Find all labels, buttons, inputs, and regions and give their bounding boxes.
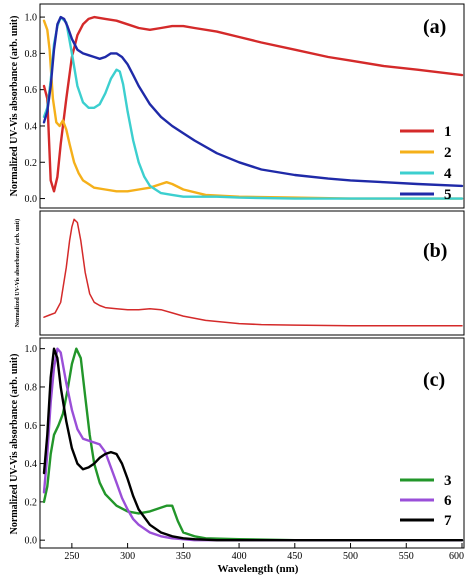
- panel-a: 0.0 0.2 0.4 0.6 0.8 1.0 (a) Normalized UV-Vis…: [9, 3, 465, 209]
- legend-label-7: 7: [444, 513, 452, 529]
- panel-c-y-tick-label: 0.8: [25, 382, 38, 393]
- legend-label-3: 3: [444, 473, 452, 489]
- panel-c-y-tick-label: 0.4: [25, 459, 38, 470]
- panel-c-label: (c): [423, 369, 445, 391]
- panel-a-y-ticks: 0.0 0.2 0.4 0.6 0.8 1.0: [25, 13, 45, 205]
- panel-c-series-line-3: [42, 347, 464, 542]
- panel-a-label: (a): [423, 16, 446, 38]
- legend-label-1: 1: [444, 124, 452, 140]
- panel-a-y-tick-label: 0.0: [25, 194, 38, 205]
- panel-c-y-tick-label: 0.2: [25, 497, 38, 508]
- panel-a-y-tick-label: 0.2: [25, 158, 38, 169]
- panel-c-plot-area: [42, 347, 464, 542]
- panel-b: (b) Normalized UV-Vis absorbance (arb. u…: [14, 210, 465, 336]
- panel-b-label: (b): [423, 240, 447, 262]
- panel-a-series-line-5: [42, 15, 464, 188]
- panel-b-frame: [39, 210, 465, 336]
- panel-c-frame: [39, 337, 465, 549]
- panel-a-frame: [39, 3, 465, 209]
- panel-c-series-line-7: [42, 347, 464, 542]
- panel-c-y-tick-label: 1.0: [25, 344, 38, 355]
- panel-c-x-tick-label: 600: [449, 551, 464, 562]
- legend-label-5: 5: [444, 187, 452, 203]
- panel-c-y-axis-title: Normalized UV-Vis absorbance (arb. unit): [9, 354, 20, 535]
- panel-a-y-tick-label: 0.8: [25, 49, 38, 60]
- panel-c-x-tick-label: 500: [343, 551, 358, 562]
- panel-a-y-tick-label: 0.6: [25, 85, 38, 96]
- legend-label-6: 6: [444, 493, 452, 509]
- panel-c-x-tick-label: 250: [64, 551, 79, 562]
- panel-c-y-tick-label: 0.6: [25, 421, 38, 432]
- panel-c-x-tick-label: 550: [399, 551, 414, 562]
- panel-a-series-line-1: [42, 15, 464, 193]
- panel-c-x-tick-label: 300: [120, 551, 135, 562]
- panel-c-x-axis-title: Wavelength (nm): [218, 563, 299, 575]
- panel-a-y-axis-title: Normalized UV-Vis absorbance (arb. unit): [9, 16, 20, 197]
- legend-label-2: 2: [444, 145, 452, 161]
- panel-b-plot-area: [43, 218, 463, 327]
- panel-a-y-tick-label: 0.4: [25, 121, 38, 132]
- panel-b-series-line: [43, 218, 463, 327]
- panel-c-x-tick-label: 350: [176, 551, 191, 562]
- panel-a-y-tick-label: 1.0: [25, 13, 38, 24]
- panel-c: 0.0 0.2 0.4 0.6 0.8 1.0 250 300 350 400 450 500 550…: [9, 337, 465, 575]
- panel-c-y-tick-label: 0.0: [25, 536, 38, 547]
- panel-c-legend: 3 6 7: [400, 473, 452, 529]
- panel-a-legend: 1 2 4 5: [400, 124, 452, 203]
- panel-b-y-axis-title: Normalized UV-Vis absorbance (arb. unit): [14, 219, 21, 328]
- panel-c-x-ticks: 250 300 350 400 450 500 550 600: [64, 543, 464, 562]
- legend-label-4: 4: [444, 166, 452, 182]
- panel-a-plot-area: [42, 15, 464, 200]
- panel-c-y-ticks: 0.0 0.2 0.4 0.6 0.8 1.0: [25, 344, 45, 547]
- panel-c-x-tick-label: 400: [232, 551, 247, 562]
- panel-c-x-tick-label: 450: [287, 551, 302, 562]
